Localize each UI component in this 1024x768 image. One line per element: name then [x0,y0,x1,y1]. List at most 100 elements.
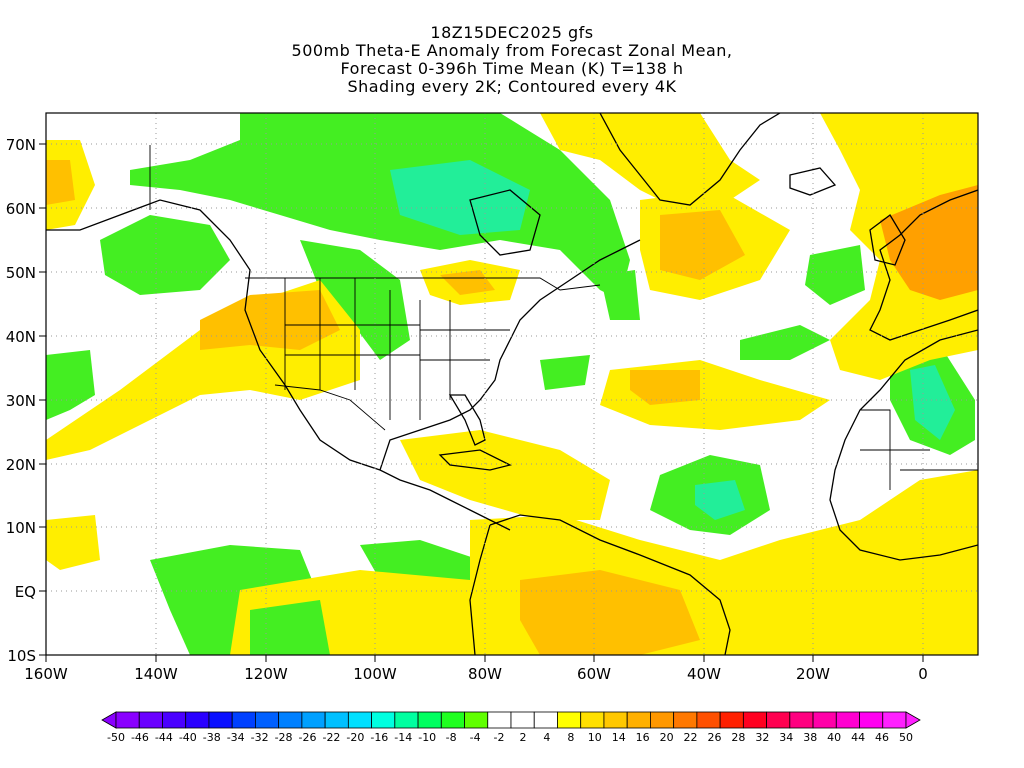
cyan-region-hudson [390,160,530,235]
colorbar-swatch [208,711,233,729]
colorbar-label: 40 [827,731,841,744]
colorbar-label: -46 [131,731,149,744]
colorbar-label: 28 [731,731,745,744]
cyan-region-africa [910,365,955,440]
colorbar-swatch [557,711,582,729]
colorbar-swatch [417,711,442,729]
colorbar-swatch [138,711,163,729]
lon-tick-labels: 160W 140W 120W 100W 80W 60W 40W 20W 0 [24,665,928,683]
yellow-region-greenland [540,113,760,210]
colorbar-swatch [742,711,767,729]
lon-label: 160W [24,665,68,683]
lat-label: EQ [15,583,36,601]
colorbar-label: 4 [543,731,550,744]
colorbar-swatch [255,711,280,729]
lon-label: 80W [468,665,502,683]
colorbar-label: 8 [567,731,574,744]
green-region-canada [130,113,630,300]
colorbar-label: -40 [179,731,197,744]
cyan-region-atlantic-trop [695,480,745,520]
colorbar-label: -50 [107,731,125,744]
lon-label: 40W [687,665,721,683]
lon-label: 0 [918,665,928,683]
gridlines [46,113,978,655]
colorbar-swatch [162,711,187,729]
africa-borders [860,409,978,490]
colorbar-label: -34 [227,731,245,744]
colorbar-swatch [789,711,814,729]
green-region-pacific-east [46,350,95,420]
colorbar-label: 16 [636,731,650,744]
colorbar-label: 32 [755,731,769,744]
lat-label: 30N [6,392,36,410]
orange-region-alaska [46,160,75,205]
colorbar-label: -38 [203,731,221,744]
title-line-1: 18Z15DEC2025 gfs [430,23,594,42]
lat-label: 10N [6,519,36,537]
colorbar-label: -2 [494,731,505,744]
florida-coast [448,394,486,446]
colorbar-label: -4 [470,731,481,744]
colorbar-swatch [673,711,698,729]
colorbar-swatch [301,711,326,729]
colorbar-swatch [394,711,419,729]
lon-label: 120W [244,665,288,683]
borders [149,145,978,490]
colorbar-label: -16 [370,731,388,744]
lat-tick-labels: 10S EQ 10N 20N 30N 40N 50N 60N 70N [6,136,36,665]
colorbar-label: 22 [684,731,698,744]
colorbar-swatch [347,711,372,729]
colorbar-label: -14 [394,731,412,744]
colorbar-swatch [650,711,675,729]
colorbar-label: 34 [779,731,793,744]
colorbar: -50 -46 -44 -40 -38 -34 -32 -28 -26 -22 -20 -16 -14-… [101,711,921,744]
colorbar-swatch [835,711,860,729]
lon-label: 20W [796,665,830,683]
colorbar-label: 46 [875,731,889,744]
europe-coast [869,189,978,341]
us-mexico-border [274,384,386,431]
uk-coast [869,214,906,266]
colorbar-swatch [696,711,721,729]
orange-region-great-lakes [440,270,495,295]
orange-region-europe [880,185,978,300]
colorbar-swatch [626,711,651,729]
colorbar-swatch [812,711,837,729]
green-region-central-pacific-south [250,600,330,655]
title-line-2: 500mb Theta-E Anomaly from Forecast Zona… [291,41,733,60]
colorbar-label: -32 [251,731,269,744]
colorbar-label: -10 [418,731,436,744]
green-region-newfoundland [600,270,640,320]
hudson-bay-coast [469,189,541,256]
orange-region-north-atlantic [660,210,745,280]
green-region-north-atlantic [805,245,865,305]
colorbar-label: -8 [446,731,457,744]
lon-label: 60W [577,665,611,683]
colorbar-swatch [487,711,512,729]
green-region-pacific-north [100,215,230,295]
colorbar-swatch [766,711,791,729]
orange-region-south-america [520,570,700,655]
axis-ticks [39,143,924,662]
lat-label: 60N [6,200,36,218]
orange-region-subtropical-atlantic [630,370,700,405]
colorbar-swatch [231,711,256,729]
lat-label: 40N [6,328,36,346]
lon-label: 100W [353,665,397,683]
map-frame [45,112,979,656]
colorbar-right-arrow [905,711,921,729]
colorbar-swatch [371,711,396,729]
lat-label: 20N [6,456,36,474]
colorbar-swatch [882,711,907,729]
colorbar-label: 10 [588,731,602,744]
lon-label: 140W [134,665,178,683]
colorbar-swatch [324,711,349,729]
orange-region-western-us [200,290,340,350]
lat-label: 10S [7,647,36,665]
coastlines [46,113,978,655]
colorbar-swatch [510,711,535,729]
anomaly-shading [46,113,978,655]
south-america-coast [469,514,731,655]
title-line-3: Forecast 0-396h Time Mean (K) T=138 h [340,59,684,78]
